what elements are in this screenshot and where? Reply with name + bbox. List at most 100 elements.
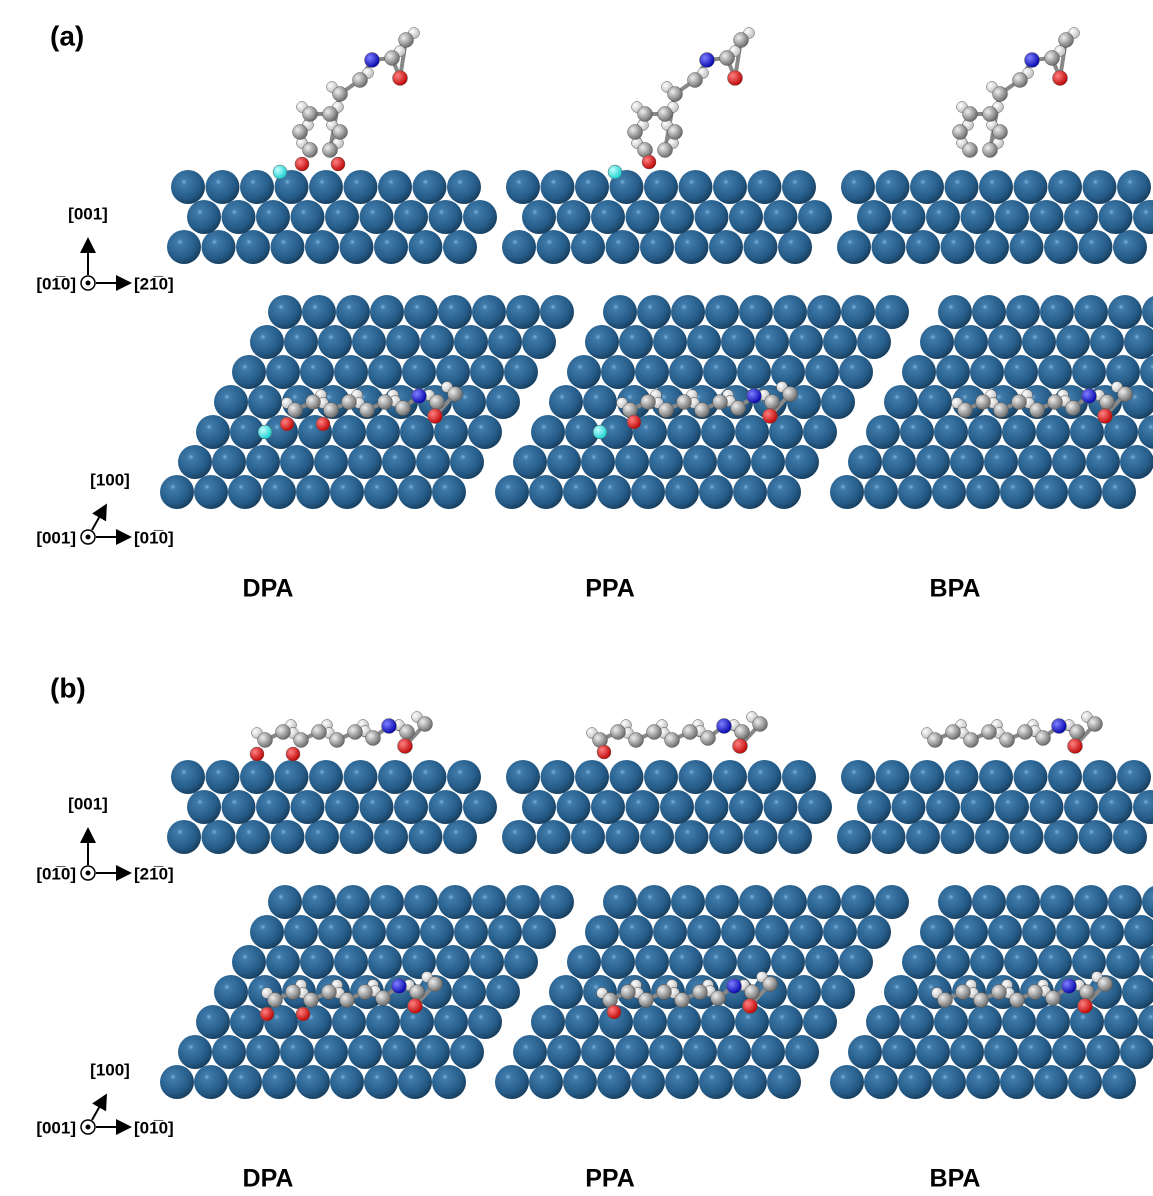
structure bbox=[495, 28, 909, 510]
surface-atom bbox=[563, 475, 597, 509]
surface-atom bbox=[1068, 1065, 1102, 1099]
atom bbox=[745, 985, 760, 1000]
surface-atom bbox=[603, 885, 637, 919]
surface-atom bbox=[240, 760, 274, 794]
surface-atom bbox=[926, 790, 960, 824]
axis-out-dot bbox=[86, 535, 91, 540]
surface-atom bbox=[1038, 945, 1072, 979]
surface-atom bbox=[1074, 885, 1108, 919]
surface-atom bbox=[687, 325, 721, 359]
surface-atom bbox=[336, 885, 370, 919]
surface-atom bbox=[898, 475, 932, 509]
molecule-label: PPA bbox=[585, 575, 635, 603]
atom bbox=[734, 33, 749, 48]
surface-atom bbox=[171, 170, 205, 204]
atom bbox=[1048, 395, 1063, 410]
axis-label: [100] bbox=[90, 470, 130, 489]
surface-atom bbox=[837, 230, 871, 264]
surface-atom bbox=[649, 445, 683, 479]
surface-atom bbox=[938, 885, 972, 919]
surface-atom bbox=[434, 1005, 468, 1039]
surface-atom bbox=[291, 790, 325, 824]
surface-atom bbox=[1086, 1035, 1120, 1069]
surface-atom bbox=[1034, 475, 1068, 509]
surface-atom bbox=[667, 1005, 701, 1039]
surface-atom bbox=[472, 295, 506, 329]
surface-atom bbox=[314, 1035, 348, 1069]
axis-out-dot bbox=[86, 281, 91, 286]
surface-atom bbox=[432, 1065, 466, 1099]
surface-atom bbox=[280, 445, 314, 479]
atom bbox=[1118, 387, 1133, 402]
atom bbox=[1062, 979, 1077, 994]
axis-label: [001] bbox=[36, 528, 76, 547]
surface-atom bbox=[167, 820, 201, 854]
surface-atom bbox=[1004, 355, 1038, 389]
surface-atom bbox=[1040, 885, 1074, 919]
surface-atom bbox=[717, 1035, 751, 1069]
axis-label: [100] bbox=[90, 1060, 130, 1079]
surface-atom bbox=[857, 325, 891, 359]
molecule-label: DPA bbox=[243, 575, 294, 603]
surface-atom bbox=[892, 200, 926, 234]
surface-atom bbox=[751, 445, 785, 479]
atom bbox=[958, 403, 973, 418]
surface-atom bbox=[703, 355, 737, 389]
surface-atom bbox=[798, 790, 832, 824]
surface-atom bbox=[701, 1005, 735, 1039]
atom bbox=[621, 985, 636, 1000]
atom bbox=[983, 107, 998, 122]
atom bbox=[1098, 977, 1113, 992]
surface-atom bbox=[713, 760, 747, 794]
surface-atom bbox=[1108, 295, 1142, 329]
surface-atom bbox=[571, 820, 605, 854]
surface-atom bbox=[995, 790, 1029, 824]
axis-label: [21̅0] bbox=[134, 864, 174, 883]
surface-atom bbox=[1138, 415, 1153, 449]
surface-atom bbox=[591, 790, 625, 824]
surface-atom bbox=[452, 975, 486, 1009]
surface-atom bbox=[1068, 475, 1102, 509]
surface-atom bbox=[699, 1065, 733, 1099]
surface-atom bbox=[898, 1065, 932, 1099]
surface-atom bbox=[567, 945, 601, 979]
surface-atom bbox=[575, 760, 609, 794]
surface-atom bbox=[495, 1065, 529, 1099]
surface-atom bbox=[771, 945, 805, 979]
surface-atom bbox=[1022, 325, 1056, 359]
atom bbox=[953, 125, 968, 140]
atom bbox=[647, 725, 662, 740]
atom bbox=[340, 993, 355, 1008]
atom bbox=[1012, 395, 1027, 410]
surface-atom bbox=[875, 885, 909, 919]
atom bbox=[611, 725, 626, 740]
surface-atom bbox=[771, 355, 805, 389]
surface-atom bbox=[1120, 1035, 1153, 1069]
atom bbox=[1045, 51, 1060, 66]
surface-atom bbox=[468, 415, 502, 449]
surface-atom bbox=[529, 1065, 563, 1099]
surface-atom bbox=[1102, 1065, 1136, 1099]
surface-atom bbox=[246, 445, 280, 479]
surface-atom bbox=[1104, 1005, 1138, 1039]
atom bbox=[717, 719, 732, 734]
surface-atom bbox=[330, 1065, 364, 1099]
surface-atom bbox=[882, 445, 916, 479]
atom bbox=[312, 725, 327, 740]
surface-atom bbox=[910, 170, 944, 204]
surface-atom bbox=[941, 820, 975, 854]
surface-atom bbox=[906, 820, 940, 854]
surface-atom bbox=[807, 885, 841, 919]
atom bbox=[418, 717, 433, 732]
surface-atom bbox=[767, 475, 801, 509]
atom bbox=[711, 991, 726, 1006]
structure bbox=[830, 28, 1153, 510]
atom bbox=[428, 977, 443, 992]
surface-atom bbox=[984, 445, 1018, 479]
surface-atom bbox=[830, 1065, 864, 1099]
surface-atom bbox=[230, 1005, 264, 1039]
atom bbox=[628, 125, 643, 140]
surface-atom bbox=[404, 295, 438, 329]
surface-atom bbox=[309, 170, 343, 204]
surface-atom bbox=[705, 295, 739, 329]
